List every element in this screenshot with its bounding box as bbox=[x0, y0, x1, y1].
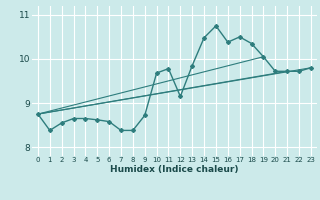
X-axis label: Humidex (Indice chaleur): Humidex (Indice chaleur) bbox=[110, 165, 239, 174]
